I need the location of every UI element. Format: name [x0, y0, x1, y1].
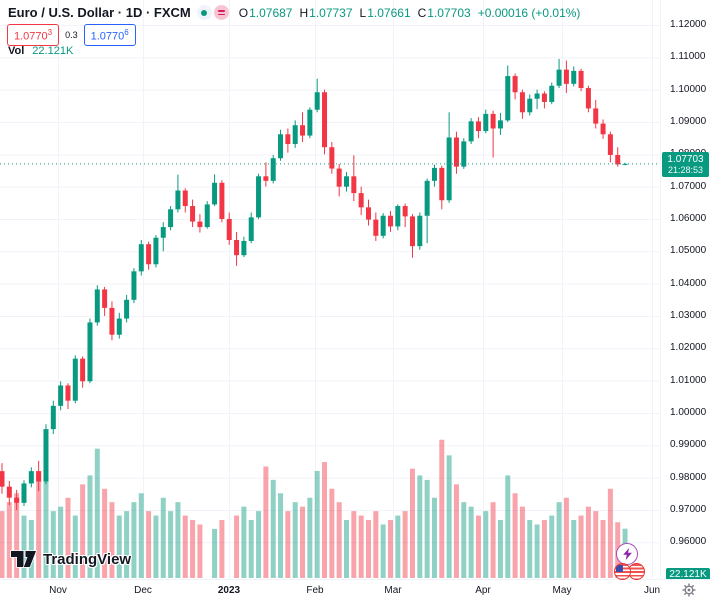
- price-axis-label: 1.07000: [670, 180, 707, 192]
- time-axis-label: Feb: [306, 585, 324, 596]
- market-status-dot-icon[interactable]: [196, 5, 212, 20]
- price-axis-label: 1.01000: [670, 374, 707, 386]
- currency-pair-flags-icon[interactable]: [614, 563, 648, 581]
- price-axis-label: 1.09000: [670, 115, 707, 127]
- open-label: O: [238, 5, 249, 20]
- price-axis-label: 0.97000: [670, 503, 707, 515]
- close-label: C: [417, 5, 427, 20]
- change-value: +0.00016 (+0.01%): [477, 5, 581, 20]
- price-axis-label: 0.96000: [670, 536, 707, 548]
- high-label: H: [299, 5, 309, 20]
- price-axis-label: 1.05000: [670, 245, 707, 257]
- tradingview-logo[interactable]: TradingView: [10, 550, 131, 568]
- ohlc-values: O 1.07687 H 1.07737 L 1.07661 C 1.07703 +0.0…: [239, 6, 581, 20]
- tradingview-logo-text: TradingView: [43, 550, 132, 568]
- price-axis-label: 1.02000: [670, 342, 707, 354]
- volume-legend-label: Vol: [8, 45, 25, 57]
- settings-gear-icon[interactable]: [681, 582, 697, 598]
- volume-axis-badge: 22.121K: [666, 568, 710, 581]
- price-axis-label: 1.11000: [670, 51, 706, 63]
- open-value: 1.07687: [249, 5, 293, 20]
- spread-value: 0.3: [65, 29, 78, 40]
- minds-icon[interactable]: [213, 5, 229, 20]
- candles: [0, 58, 628, 510]
- bar-countdown: 21:28:53: [667, 165, 704, 176]
- current-price-label: 1.07703 21:28:53: [662, 152, 709, 178]
- lightning-bolt-icon: [622, 548, 632, 560]
- time-axis-label: Dec: [134, 585, 152, 596]
- symbol-title[interactable]: Euro / U.S. Dollar · 1D · FXCM: [8, 5, 191, 20]
- volume-bars: [0, 439, 628, 578]
- time-axis-label: 2023: [217, 585, 241, 596]
- price-axis-label: 0.99000: [670, 439, 707, 451]
- current-price-value: 1.07703: [667, 154, 704, 166]
- price-axis-label: 1.00000: [670, 406, 707, 418]
- price-axis-label: 1.06000: [670, 212, 707, 224]
- time-axis-label: Mar: [384, 585, 402, 596]
- time-axis-label: Jun: [643, 585, 661, 596]
- time-axis-label: Nov: [49, 585, 67, 596]
- price-axis-label: 1.10000: [670, 83, 707, 95]
- price-axis-label: 0.98000: [670, 471, 707, 483]
- gridlines: [0, 0, 660, 578]
- price-axis-label: 1.04000: [670, 277, 707, 289]
- low-value: 1.07661: [367, 5, 411, 20]
- base-currency-flag-icon: [614, 563, 631, 580]
- bid-price-button[interactable]: 1.07703: [7, 24, 60, 46]
- high-value: 1.07737: [309, 5, 353, 20]
- close-value: 1.07703: [427, 5, 471, 20]
- time-axis-label: May: [552, 585, 572, 596]
- ask-price-button[interactable]: 1.07706: [83, 24, 136, 46]
- price-axis-label: 1.12000: [670, 19, 707, 30]
- time-axis[interactable]: Nov Dec 2023 Feb Mar Apr May Jun: [0, 579, 710, 600]
- price-axis[interactable]: 1.07703 21:28:53 22.121K 1.12000 1.11000 1…: [660, 0, 710, 581]
- time-axis-label: Apr: [475, 585, 491, 596]
- quick-alert-button[interactable]: [616, 543, 638, 565]
- low-label: L: [359, 5, 367, 20]
- volume-legend-value: 22.121K: [32, 45, 74, 57]
- tradingview-logo-icon: [10, 550, 37, 568]
- price-axis-label: 1.03000: [670, 309, 707, 321]
